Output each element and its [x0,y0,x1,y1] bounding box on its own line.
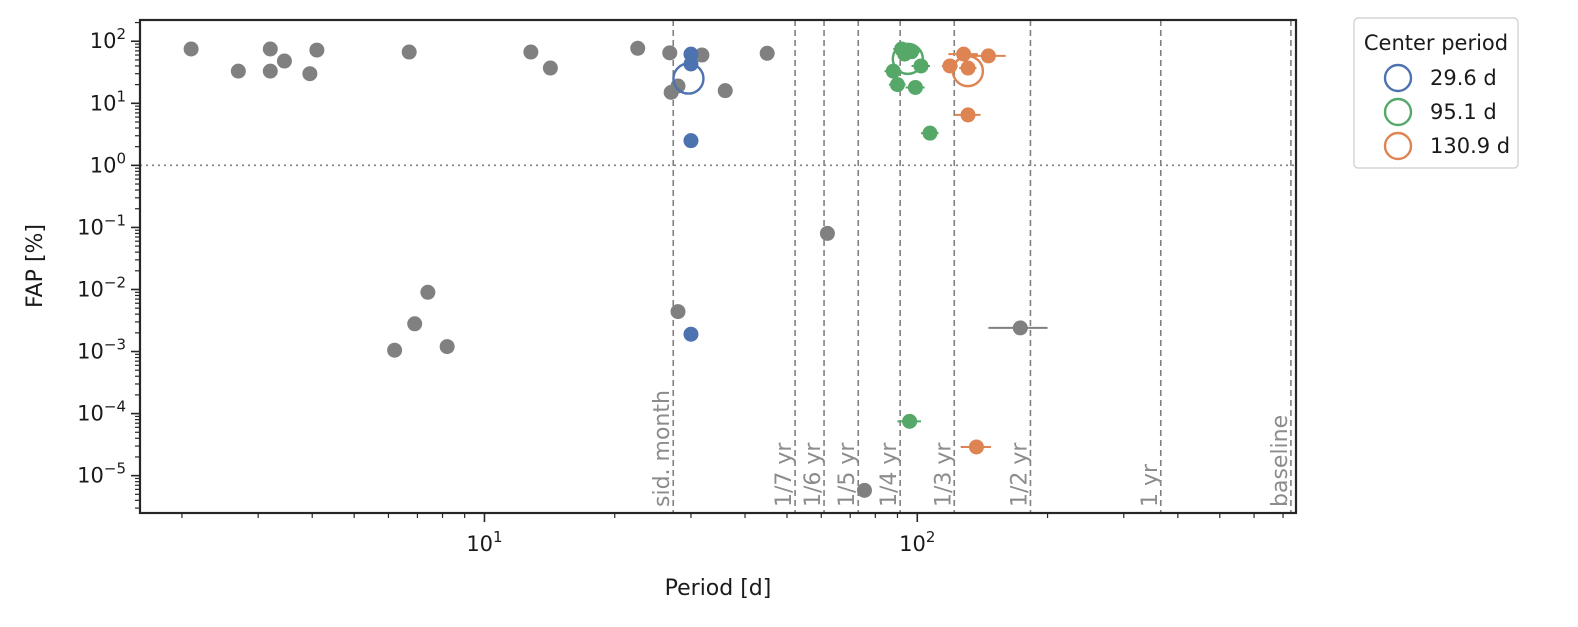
data-point [523,44,539,60]
y-axis-label: FAP [%] [23,224,48,308]
data-point [230,63,246,79]
legend-marker [1383,63,1413,93]
axes-frame [138,18,1298,515]
legend-frame [1353,17,1519,169]
legend: Center period 29.6 d 95.1 d 130.9 d [1353,17,1519,169]
reference-line-label: 1/6 yr [801,442,826,507]
data-point [856,482,872,498]
data-point [897,46,913,62]
y-tick-label: 101 [90,87,126,115]
legend-title: Center period [1364,31,1508,55]
y-tick-exponent: −4 [104,398,126,416]
series-1 [672,46,705,342]
data-point [183,41,199,57]
data-point [902,413,918,429]
data-point [980,48,996,64]
reference-line-label: baseline [1268,415,1293,507]
y-tick-base: 10 [77,402,104,426]
y-tick-label: 10−1 [77,211,126,239]
y-tick-exponent: 2 [116,25,126,43]
center-period-marker [672,62,705,95]
y-tick-base: 10 [77,340,104,364]
data-point [922,125,938,141]
data-point [683,133,699,149]
y-tick-label: 10−4 [77,398,126,426]
y-tick-base: 10 [90,29,117,53]
data-point [683,326,699,342]
data-point [542,60,558,76]
x-tick-base: 10 [466,532,493,556]
data-point [885,63,901,79]
reference-line-label: 1/3 yr [931,442,956,507]
data-point [1012,320,1028,336]
y-tick-exponent: −5 [104,460,126,478]
reference-line-label: sid. month [650,390,675,507]
y-tick-label: 10−5 [77,460,126,488]
data-point [401,44,417,60]
reference-line-label: 1/7 yr [772,442,797,507]
y-tick-base: 10 [77,464,104,488]
legend-marker [1383,97,1413,127]
y-tick-base: 10 [90,153,117,177]
data-point [960,60,976,76]
data-point [942,58,958,74]
x-tick-base: 10 [899,532,926,556]
data-point [960,107,976,123]
y-tick-base: 10 [90,91,117,115]
y-tick-exponent: −1 [104,211,126,229]
data-point [262,41,278,57]
data-point [968,439,984,455]
series-0 [183,40,1048,498]
x-axis-label: Period [d] [665,576,772,601]
data-point [670,304,686,320]
legend-entries: 29.6 d 95.1 d 130.9 d [1383,63,1510,161]
y-tick-exponent: 1 [116,87,126,105]
data-point [662,45,678,61]
data-point [717,83,733,99]
legend-label: 29.6 d [1430,66,1497,90]
data-point [387,342,403,358]
reference-line-label: 1 yr [1138,463,1163,507]
x-tick-label: 101 [466,528,502,556]
legend-label: 130.9 d [1430,134,1510,158]
reference-line-label: 1/4 yr [877,442,902,507]
reference-line-label: 1/5 yr [835,442,860,507]
legend-marker [1383,131,1413,161]
y-tick-base: 10 [77,277,104,301]
data-point [759,45,775,61]
x-tick-label: 102 [899,528,935,556]
data-point [694,47,710,63]
data-point [819,225,835,241]
plot-area: sid. month 1/7 yr 1/6 yr 1/5 yr 1/4 yr 1/3 yr… [140,20,1296,513]
data-point [407,316,423,332]
y-tick-base: 10 [77,215,104,239]
data-point [889,77,905,93]
y-tick-label: 102 [90,25,126,53]
series-2 [884,41,939,429]
data-point [439,339,455,355]
x-tick-exponent: 2 [926,528,936,546]
data-point [907,79,923,95]
y-tick-label: 10−3 [77,336,126,364]
reference-line-label: 1/2 yr [1007,442,1032,507]
y-tick-exponent: −2 [104,273,126,291]
y-tick-label: 10−2 [77,273,126,301]
center-period-marker [891,42,925,76]
data-point [420,284,436,300]
center-period-marker [951,54,985,88]
series-3 [941,46,1006,455]
x-tick-exponent: 1 [493,528,503,546]
data-point [262,63,278,79]
data-point [276,53,292,69]
y-tick-exponent: −3 [104,336,126,354]
y-tick-exponent: 0 [116,149,126,167]
data-point [630,40,646,56]
legend-label: 95.1 d [1430,100,1497,124]
y-tick-label: 100 [90,149,126,177]
data-point [309,42,325,58]
data-point [302,66,318,82]
